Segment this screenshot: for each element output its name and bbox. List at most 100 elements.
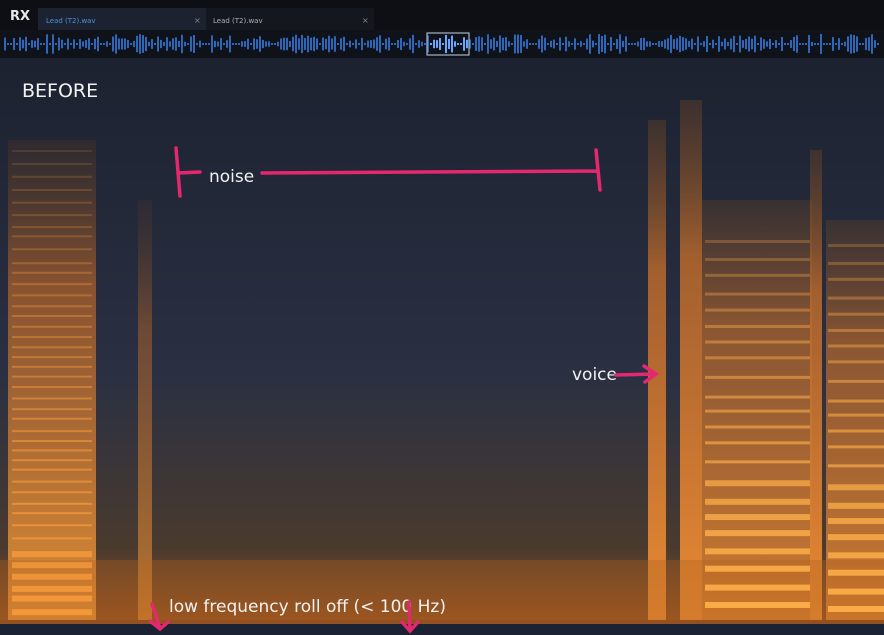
wave-bar: [478, 36, 480, 52]
tab[interactable]: [38, 8, 206, 30]
logo: RX: [10, 9, 30, 24]
wave-bar: [133, 40, 135, 48]
wave-bar: [652, 43, 654, 45]
harmonic: [705, 273, 810, 277]
harmonic: [12, 386, 92, 389]
view-selection[interactable]: [426, 32, 470, 56]
wave-bar: [259, 36, 261, 52]
harmonic: [12, 214, 92, 217]
wave-bar: [601, 35, 603, 53]
wave-bar: [430, 43, 432, 45]
wave-bar: [502, 37, 504, 51]
harmonic: [12, 408, 92, 411]
wave-bar: [184, 41, 186, 47]
wave-bar: [703, 41, 705, 47]
wave-bar: [88, 38, 90, 50]
wave-bar: [496, 41, 498, 47]
wave-bar: [661, 41, 663, 47]
wave-bar: [568, 41, 570, 47]
harmonic: [12, 573, 92, 580]
wave-bar: [25, 36, 27, 52]
harmonic: [828, 464, 884, 468]
wave-bar: [754, 35, 756, 53]
wave-bar: [229, 35, 231, 53]
wave-bar: [844, 41, 846, 47]
wave-bar: [595, 43, 597, 45]
harmonic: [828, 484, 884, 491]
wave-bar: [202, 43, 204, 45]
wave-bar: [802, 43, 804, 45]
wave-bar: [256, 39, 258, 49]
wave-bar: [835, 43, 837, 45]
harmonic: [12, 365, 92, 368]
wave-bar: [34, 40, 36, 48]
harmonic: [12, 537, 92, 540]
wave-bar: [424, 43, 426, 45]
wave-bar: [451, 35, 453, 53]
wave-bar: [217, 41, 219, 47]
harmonic: [705, 584, 810, 591]
wave-bar: [70, 43, 72, 45]
wave-bar: [241, 41, 243, 47]
wave-bar: [268, 41, 270, 47]
wave-bar: [169, 41, 171, 47]
wave-bar: [154, 43, 156, 45]
wave-bar: [325, 38, 327, 50]
tab-label[interactable]: Lead (T2).wav: [46, 17, 96, 25]
wave-bar: [43, 43, 45, 45]
wave-bar: [544, 37, 546, 51]
wave-bar: [208, 43, 210, 45]
wave-bar: [634, 43, 636, 45]
harmonic: [12, 449, 92, 452]
wave-bar: [772, 43, 774, 45]
wave-bar: [271, 43, 273, 45]
wave-bar: [157, 36, 159, 52]
wave-bar: [676, 38, 678, 50]
wave-bar: [532, 43, 534, 45]
wave-bar: [403, 41, 405, 47]
tab[interactable]: [206, 8, 374, 30]
harmonic: [705, 530, 810, 537]
wave-bar: [244, 41, 246, 47]
harmonic: [828, 296, 884, 300]
harmonic: [828, 569, 884, 576]
harmonic: [828, 534, 884, 541]
wave-bar: [445, 34, 447, 54]
wave-bar: [700, 43, 702, 45]
wave-bar: [514, 34, 516, 54]
wave-bar: [373, 39, 375, 49]
wave-bar: [832, 37, 834, 51]
wave-bar: [379, 35, 381, 53]
wave-bar: [67, 38, 69, 50]
wave-bar: [841, 43, 843, 45]
wave-bar: [301, 34, 303, 54]
harmonic: [12, 585, 92, 592]
wave-bar: [13, 37, 15, 51]
wave-bar: [19, 37, 21, 51]
tab-close[interactable]: ×: [194, 16, 201, 25]
wave-bar: [619, 34, 621, 54]
harmonic: [828, 360, 884, 364]
wave-bar: [136, 35, 138, 53]
harmonic: [12, 201, 92, 204]
wave-bar: [454, 41, 456, 47]
harmonic: [705, 340, 810, 344]
wave-bar: [646, 41, 648, 47]
wave-bar: [166, 37, 168, 51]
wave-bar: [667, 38, 669, 50]
voice-region: [648, 120, 666, 620]
tab-label[interactable]: Lead (T2).wav: [213, 17, 263, 25]
harmonic: [705, 395, 810, 399]
wave-bar: [538, 39, 540, 49]
wave-bar: [31, 40, 33, 48]
wave-bar: [307, 35, 309, 53]
wave-bar: [412, 34, 414, 54]
tab-close[interactable]: ×: [362, 16, 369, 25]
harmonic: [828, 328, 884, 332]
wave-bar: [598, 34, 600, 54]
wave-bar: [388, 37, 390, 51]
wave-bar: [310, 37, 312, 51]
wave-bar: [220, 38, 222, 50]
harmonic: [828, 429, 884, 433]
wave-bar: [355, 39, 357, 49]
